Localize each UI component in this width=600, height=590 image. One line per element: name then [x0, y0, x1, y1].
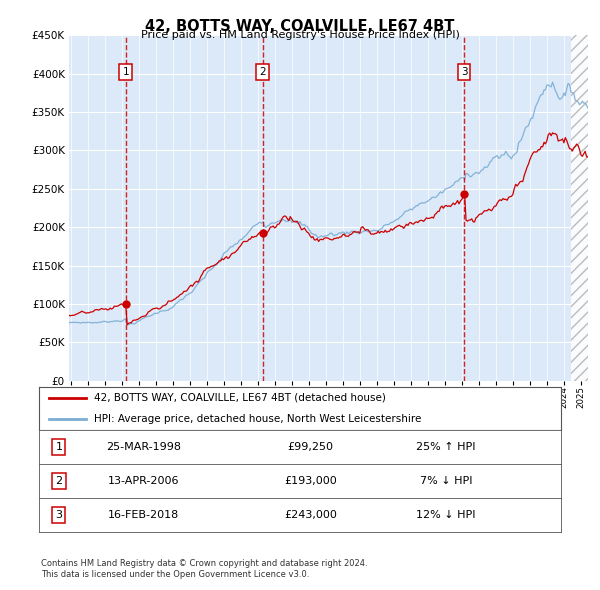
- Text: 12% ↓ HPI: 12% ↓ HPI: [416, 510, 476, 520]
- Text: 42, BOTTS WAY, COALVILLE, LE67 4BT (detached house): 42, BOTTS WAY, COALVILLE, LE67 4BT (deta…: [94, 393, 386, 402]
- Text: Price paid vs. HM Land Registry's House Price Index (HPI): Price paid vs. HM Land Registry's House …: [140, 30, 460, 40]
- Text: 13-APR-2006: 13-APR-2006: [107, 476, 179, 486]
- Text: HPI: Average price, detached house, North West Leicestershire: HPI: Average price, detached house, Nort…: [94, 414, 421, 424]
- Text: 3: 3: [461, 67, 467, 77]
- Text: £193,000: £193,000: [284, 476, 337, 486]
- Bar: [571, 35, 600, 381]
- Text: 1: 1: [55, 442, 62, 451]
- Text: Contains HM Land Registry data © Crown copyright and database right 2024.
This d: Contains HM Land Registry data © Crown c…: [41, 559, 367, 579]
- Text: 1: 1: [122, 67, 129, 77]
- Text: £99,250: £99,250: [287, 442, 334, 451]
- Text: 7% ↓ HPI: 7% ↓ HPI: [420, 476, 472, 486]
- Text: 2: 2: [55, 476, 62, 486]
- Text: 16-FEB-2018: 16-FEB-2018: [108, 510, 179, 520]
- Text: 3: 3: [55, 510, 62, 520]
- Text: £243,000: £243,000: [284, 510, 337, 520]
- Text: 25% ↑ HPI: 25% ↑ HPI: [416, 442, 476, 451]
- Text: 25-MAR-1998: 25-MAR-1998: [106, 442, 181, 451]
- Text: 2: 2: [259, 67, 266, 77]
- Text: 42, BOTTS WAY, COALVILLE, LE67 4BT: 42, BOTTS WAY, COALVILLE, LE67 4BT: [145, 19, 455, 34]
